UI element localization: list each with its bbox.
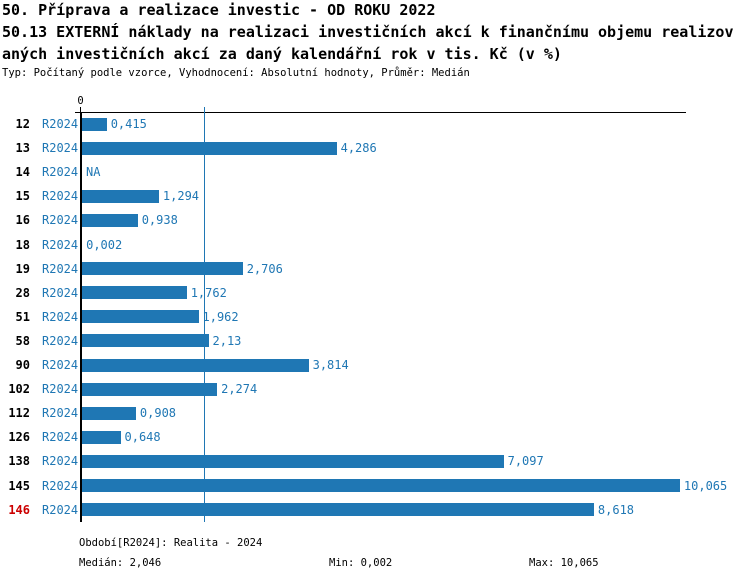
- row-series-label: R2024: [42, 502, 79, 517]
- bar: [82, 382, 218, 396]
- row-category-label: 90: [15, 358, 30, 373]
- row-category-label: 16: [15, 213, 30, 228]
- bar-value-label: 10,065: [683, 478, 728, 493]
- chart-row: 16 R2024 0,938: [0, 208, 750, 232]
- row-series-label: R2024: [42, 285, 79, 300]
- row-series-label: R2024: [42, 358, 79, 373]
- bar-value-label: 4,286: [340, 141, 377, 156]
- row-category-label: 51: [15, 309, 30, 324]
- bar-value-label: 1,294: [162, 189, 200, 204]
- report-meta-line: Typ: Počítaný podle vzorce, Vyhodnocení:…: [2, 67, 470, 79]
- row-series-label: R2024: [42, 213, 79, 228]
- bar-value-label: 2,706: [246, 261, 283, 276]
- bar-value-label: 7,097: [507, 454, 544, 469]
- chart-row: 58 R2024 2,13: [0, 329, 750, 353]
- bar-value-label: 8,618: [597, 502, 635, 517]
- chart-row: 51 R2024 1,962: [0, 305, 750, 329]
- bar: [82, 406, 136, 420]
- bar-value-label: 1,962: [202, 309, 239, 324]
- row-category-label: 15: [15, 189, 30, 204]
- bar: [82, 117, 107, 131]
- chart-row: 12 R2024 0,415: [0, 112, 750, 136]
- footer-period: Období[R2024]: Realita - 2024: [79, 537, 263, 549]
- bar: [82, 430, 121, 444]
- row-category-label: 13: [15, 141, 30, 156]
- chart-row: 13 R2024 4,286: [0, 136, 750, 160]
- row-series-label: R2024: [42, 478, 79, 493]
- chart-row: 14 R2024 NA: [0, 160, 750, 184]
- footer-min-stat: Min: 0,002: [329, 557, 393, 569]
- row-category-label: 146: [8, 502, 30, 517]
- bar-value-label: 0,908: [139, 406, 177, 421]
- bar: [82, 141, 337, 155]
- median-reference-line: [204, 107, 205, 522]
- chart-row: 28 R2024 1,762: [0, 281, 750, 305]
- bar-value-label: 0,938: [141, 213, 178, 228]
- footer-max-stat: Max: 10,065: [529, 557, 599, 569]
- bar: [82, 213, 138, 227]
- chart-row: 102 R2024 2,274: [0, 377, 750, 401]
- footer-median-stat: Medián: 2,046: [79, 557, 162, 569]
- row-series-label: R2024: [42, 309, 79, 324]
- chart-row: 90 R2024 3,814: [0, 353, 750, 377]
- bar: [82, 479, 680, 492]
- bar: [82, 334, 209, 348]
- report-title-line3: aných investičních akcí za daný kalendář…: [2, 45, 562, 63]
- bar-value-label: 2,13: [212, 333, 242, 348]
- row-category-label: 19: [15, 261, 30, 276]
- row-category-label: 18: [15, 237, 30, 252]
- bar-value-label: 0,415: [110, 117, 147, 132]
- bar: [82, 454, 504, 468]
- row-category-label: 28: [15, 285, 30, 300]
- report-title-line2: 50.13 EXTERNÍ náklady na realizaci inves…: [2, 23, 734, 41]
- row-series-label: R2024: [42, 237, 79, 252]
- row-category-label: 12: [15, 117, 30, 132]
- x-axis-line: [75, 112, 686, 113]
- chart-row: 126 R2024 0,648: [0, 425, 750, 449]
- bar: [82, 286, 187, 300]
- row-series-label: R2024: [42, 261, 79, 276]
- chart-row: 19 R2024 2,706: [0, 257, 750, 281]
- chart-row: 18 R2024 0,002: [0, 233, 750, 257]
- row-series-label: R2024: [42, 430, 79, 445]
- x-axis-zero-tick: [80, 107, 81, 112]
- row-category-label: 145: [8, 478, 30, 493]
- row-series-label: R2024: [42, 165, 79, 180]
- bar-value-label: 2,274: [221, 382, 258, 397]
- row-series-label: R2024: [42, 382, 79, 397]
- row-series-label: R2024: [42, 141, 79, 156]
- x-axis-zero-label: 0: [77, 95, 84, 107]
- row-category-label: 112: [8, 406, 30, 421]
- row-category-label: 138: [8, 454, 30, 469]
- row-category-label: 102: [8, 382, 30, 397]
- bar: [82, 262, 243, 276]
- row-category-label: 126: [8, 430, 30, 445]
- row-series-label: R2024: [42, 333, 79, 348]
- chart-row: 146 R2024 8,618: [0, 498, 750, 522]
- bar: [82, 310, 199, 324]
- chart-row: 112 R2024 0,908: [0, 401, 750, 425]
- bar-value-label: 0,002: [86, 237, 123, 252]
- bar: [82, 503, 594, 517]
- bar-value-label: 3,814: [312, 358, 349, 373]
- row-series-label: R2024: [42, 189, 79, 204]
- bar-value-label: 0,648: [124, 430, 161, 445]
- bar: [82, 189, 159, 203]
- row-series-label: R2024: [42, 117, 79, 132]
- chart-row: 138 R2024 7,097: [0, 449, 750, 473]
- bar: [82, 358, 309, 372]
- chart-row: 145 R2024 10,065: [0, 474, 750, 498]
- chart-row: 15 R2024 1,294: [0, 184, 750, 208]
- report-title-line1: 50. Příprava a realizace investic - OD R…: [2, 1, 436, 19]
- row-category-label: 14: [15, 165, 30, 180]
- y-axis-line: [80, 112, 82, 522]
- bar-value-label: 1,762: [190, 285, 227, 300]
- bar-value-label: NA: [86, 165, 101, 180]
- bar-chart: 0 12 R2024 0,415 13 R2024 4,286 14 R2024 NA 15 R20…: [0, 95, 750, 522]
- row-series-label: R2024: [42, 454, 79, 469]
- row-category-label: 58: [15, 333, 30, 348]
- row-series-label: R2024: [42, 406, 79, 421]
